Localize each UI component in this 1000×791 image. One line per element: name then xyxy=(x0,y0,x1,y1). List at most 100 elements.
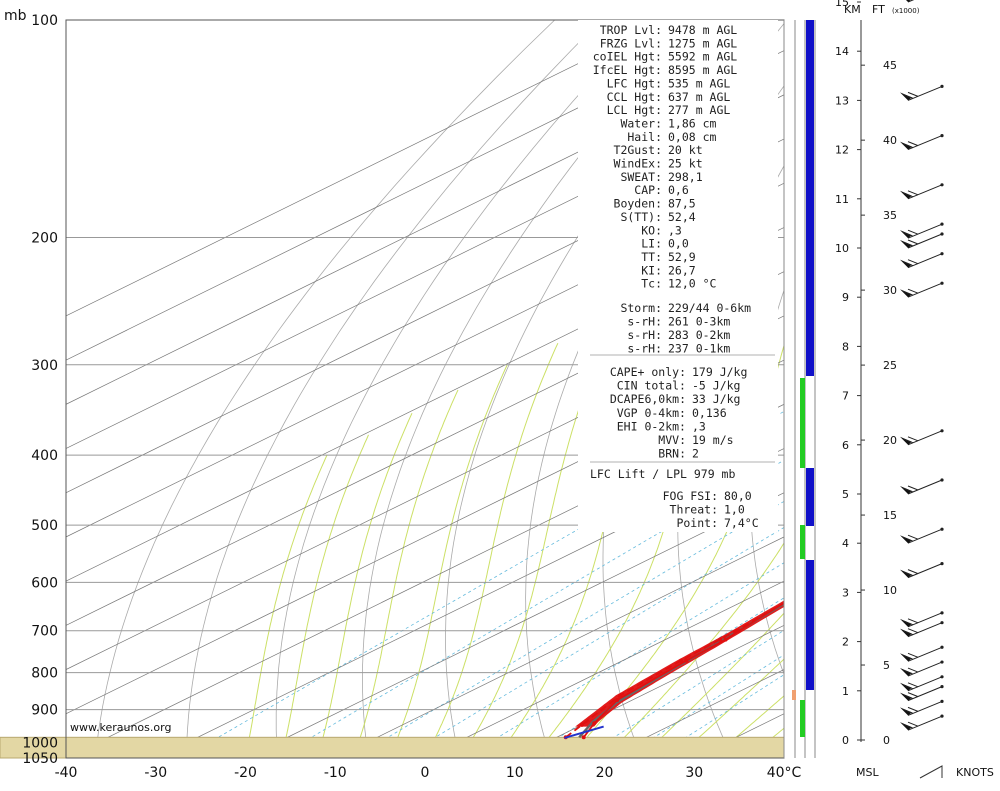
indices-panel: TROP Lvl: 9478 m AGL FRZG Lvl: 1275 m AGL co… xyxy=(578,20,778,532)
wind-barb-feather xyxy=(907,190,919,196)
lfc-lift-label: LFC Lift / LPL 979 mb xyxy=(590,467,735,481)
index-value: ,3 xyxy=(668,223,682,237)
fog-background xyxy=(578,480,778,532)
wind-barb-feather xyxy=(902,669,914,675)
wind-barb-feather xyxy=(907,652,919,658)
index-label: CAPE+ only: xyxy=(610,365,686,379)
wind-barb-feather xyxy=(902,261,914,267)
temperature-tick-label: 30 xyxy=(685,765,703,781)
pressure-tick-label: 900 xyxy=(31,703,58,719)
mixing-ratio-line xyxy=(276,459,784,758)
dewpoint-point xyxy=(618,693,623,698)
index-label: TROP Lvl: xyxy=(600,23,662,37)
humidity-bar-segment xyxy=(806,20,814,376)
mixing-ratio-line xyxy=(581,629,784,758)
index-label: Point: xyxy=(676,516,718,530)
index-value: 33 J/kg xyxy=(692,392,740,406)
wind-barb-shaft xyxy=(907,528,943,544)
temperature-point xyxy=(581,735,586,740)
km-tick-label: 11 xyxy=(835,193,849,206)
index-label: Water: xyxy=(620,116,662,130)
ft-tick-label: 0 xyxy=(883,734,890,747)
index-value: 283 0-2km xyxy=(668,328,730,342)
moist-adiabat xyxy=(388,364,508,758)
wind-barb xyxy=(900,134,944,151)
index-value: 1,86 cm xyxy=(668,116,717,130)
wind-barb-head xyxy=(940,84,944,88)
wind-barb xyxy=(900,714,944,731)
wind-barb-feather xyxy=(907,721,919,727)
wind-barb-feather xyxy=(902,694,914,700)
temperature-point xyxy=(592,721,597,726)
index-label: LCL Hgt: xyxy=(607,103,662,117)
temperature-curve xyxy=(582,602,784,738)
index-label: BRN: xyxy=(658,447,686,461)
index-value: ,3 xyxy=(692,419,706,433)
index-label: EHI 0-2km: xyxy=(617,419,686,433)
index-label: Storm: xyxy=(620,301,662,315)
wind-barb-head xyxy=(940,183,944,187)
index-label: KI: xyxy=(641,263,662,277)
temperature-tick-label: 0 xyxy=(421,765,430,781)
index-label: s-rH: xyxy=(627,342,662,356)
index-label: Threat: xyxy=(670,503,718,517)
index-value: 19 m/s xyxy=(692,433,734,447)
isotherm-line xyxy=(66,20,757,361)
km-tick-label: 8 xyxy=(842,340,849,353)
wind-barb-feather xyxy=(907,667,919,673)
msl-label: MSL xyxy=(856,766,879,779)
wind-barb-feather xyxy=(907,569,919,575)
index-label: CIN total: xyxy=(617,379,686,393)
dry-adiabat xyxy=(275,20,648,758)
km-tick-label: 7 xyxy=(842,390,849,403)
wind-barb-head xyxy=(940,222,944,226)
indices-background xyxy=(578,20,778,480)
index-value: 9478 m AGL xyxy=(668,23,737,37)
wind-barb-feather xyxy=(907,692,919,698)
temperature-tick-label: -40 xyxy=(55,765,78,781)
surface-wind-mark xyxy=(564,725,604,739)
wind-barb-feather xyxy=(907,485,919,491)
wind-barb-head xyxy=(940,527,944,531)
index-value: 535 m AGL xyxy=(668,76,730,90)
wind-barb xyxy=(900,252,944,269)
freezing-level-mark xyxy=(792,690,796,700)
wind-barb-feather xyxy=(902,708,914,714)
wind-barb-shaft xyxy=(907,612,943,628)
index-label: DCAPE6,0km: xyxy=(610,392,686,406)
humidity-bar-segment xyxy=(806,468,814,526)
isotherm-line xyxy=(66,182,784,538)
km-tick-label: 0 xyxy=(842,734,849,747)
wind-barb xyxy=(900,527,944,544)
km-tick-label: 4 xyxy=(842,537,849,550)
index-value: 0,08 cm xyxy=(668,130,717,144)
index-label: FOG FSI: xyxy=(663,489,718,503)
isotherm-line xyxy=(66,20,667,317)
index-value: 1275 m AGL xyxy=(668,36,737,50)
index-label: LI: xyxy=(641,237,662,251)
celsius-axis-label: 40°C xyxy=(767,765,802,781)
wind-barb xyxy=(900,478,944,495)
wind-barb-feather xyxy=(907,682,919,688)
wind-barb-head xyxy=(940,660,944,664)
mixing-ratio-line xyxy=(653,674,784,758)
wind-barb-shaft xyxy=(907,184,943,200)
km-tick-label: 15 xyxy=(835,0,849,9)
temperature-point xyxy=(684,658,689,663)
isotherm-line xyxy=(155,448,784,758)
dry-adiabat xyxy=(95,20,555,758)
index-label: KO: xyxy=(641,223,662,237)
dewpoint-point xyxy=(718,637,723,642)
humidity-bar-segment xyxy=(800,378,805,468)
wind-barb-shaft xyxy=(907,686,943,702)
wind-barb xyxy=(900,281,944,298)
wind-barb-feather xyxy=(902,438,914,444)
km-tick-label: 14 xyxy=(835,45,849,58)
index-value: 25 kt xyxy=(668,157,703,171)
index-label: Tc: xyxy=(641,277,662,291)
index-value: 0,6 xyxy=(668,183,689,197)
wind-barb-shaft xyxy=(907,715,943,731)
right-panel-bg xyxy=(784,20,1000,758)
moist-adiabat xyxy=(245,454,328,758)
